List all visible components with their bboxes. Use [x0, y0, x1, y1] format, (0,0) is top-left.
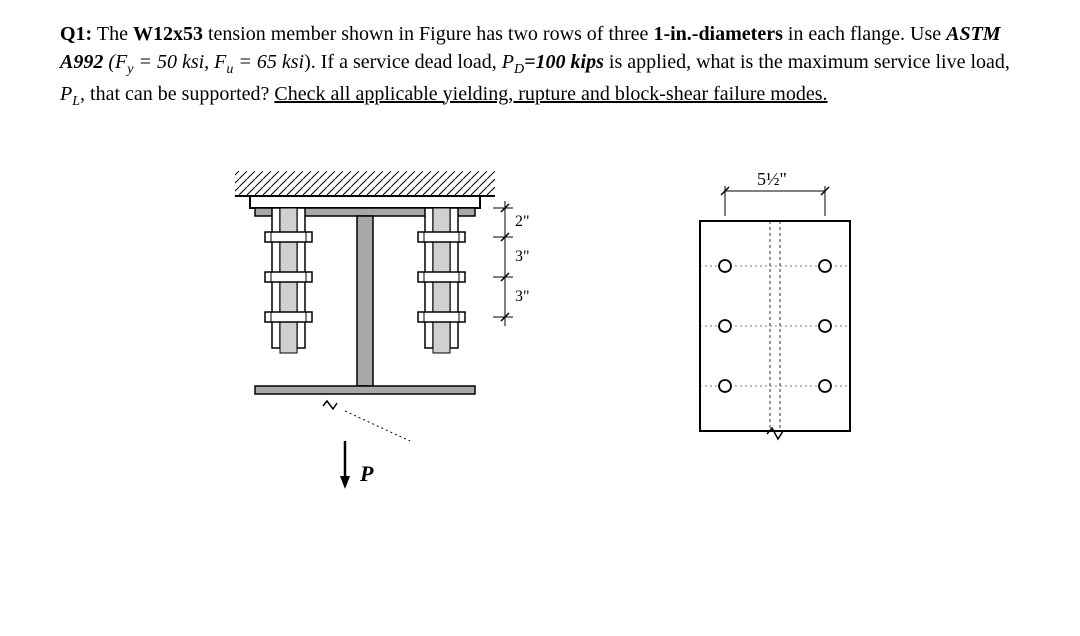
bolt-hole — [719, 260, 731, 272]
q-fy-var: F — [115, 51, 127, 73]
q-part7: , that can be supported? — [80, 83, 274, 105]
gauge-dimension — [721, 186, 829, 216]
q-part6: is applied, what is the maximum service … — [604, 51, 1010, 73]
bolt-hole — [819, 320, 831, 332]
q-part2: tension member shown in Figure has two r… — [203, 23, 653, 45]
bolt-hole — [719, 320, 731, 332]
q-part3: in each flange. Use — [783, 23, 946, 45]
gauge-label: 5½" — [757, 171, 787, 189]
q-fy-eq: = 50 ksi, — [133, 51, 214, 73]
figures-container: 2" 3" 3" P 5½" — [60, 171, 1020, 551]
bolt-hole — [819, 260, 831, 272]
q-part4: ( — [103, 51, 115, 73]
q-part5: ). If a service dead load, — [304, 51, 502, 73]
q-fu-var: F — [214, 51, 226, 73]
figure-flange-plan: 5½" — [685, 171, 865, 451]
q-pd-var: P — [502, 51, 514, 73]
bolt-hole — [719, 380, 731, 392]
dim-3in-1: 3" — [515, 248, 530, 265]
q-part1: The — [92, 23, 133, 45]
question-label: Q1: — [60, 23, 92, 45]
bolt-hole — [819, 380, 831, 392]
dim-3in-2: 3" — [515, 288, 530, 305]
load-arrow — [340, 441, 350, 489]
q-pl-sub: L — [72, 94, 80, 109]
q-fu-eq: = 65 ksi — [233, 51, 304, 73]
q-member: W12x53 — [133, 23, 203, 45]
q-bolt-dia: 1-in.-diameters — [653, 23, 782, 45]
q-pl-var: P — [60, 83, 72, 105]
dimension-lines — [493, 201, 513, 326]
figure-cross-section: 2" 3" 3" P — [215, 171, 565, 551]
q-pd-sub: D — [514, 62, 524, 77]
load-label: P — [359, 461, 374, 486]
question-text: Q1: The W12x53 tension member shown in F… — [60, 20, 1020, 111]
q-pd-eq: =100 kips — [524, 51, 604, 73]
dim-2in: 2" — [515, 213, 530, 230]
q-underlined: Check all applicable yielding, rupture a… — [274, 83, 827, 105]
